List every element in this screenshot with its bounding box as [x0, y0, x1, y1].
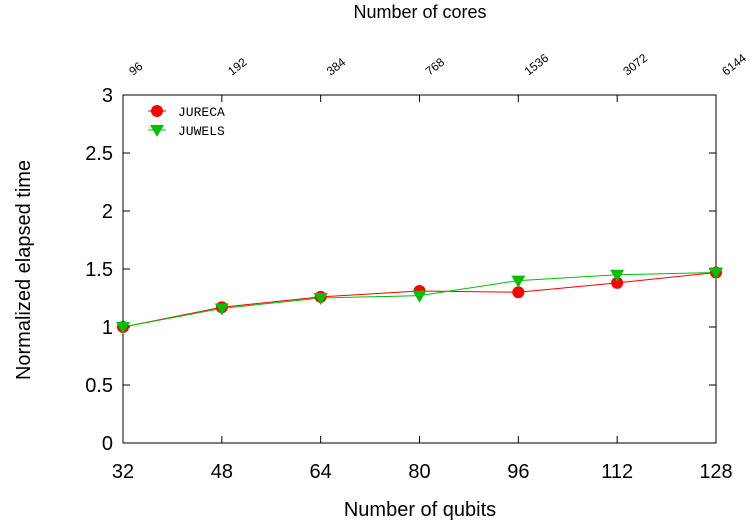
y-tick-label: 0 — [102, 433, 113, 455]
plot-frame — [122, 94, 717, 444]
top-axis-title: Number of cores — [353, 2, 486, 22]
y-tick-label: 2 — [102, 201, 113, 223]
y-axis-title: Normalized elapsed time — [13, 160, 35, 380]
legend-label-jureca: JURECA — [178, 105, 225, 120]
x-tick-label: 32 — [112, 461, 134, 483]
top-tick-label: 384 — [324, 55, 349, 79]
top-tick-label: 6144 — [719, 51, 749, 79]
data-point-jureca — [611, 276, 624, 289]
data-point-juwels — [511, 275, 526, 288]
x-tick-label: 112 — [601, 461, 633, 483]
x-tick-label: 48 — [211, 461, 233, 483]
x-tick-label: 128 — [699, 461, 732, 483]
data-point-jureca — [512, 286, 525, 299]
legend-label-juwels: JUWELS — [178, 124, 225, 139]
y-tick-label: 1.5 — [85, 259, 113, 281]
y-tick-label: 0.5 — [85, 375, 113, 397]
data-point-juwels — [610, 269, 625, 282]
data-point-juwels — [709, 267, 723, 280]
y-tick-label: 2.5 — [85, 143, 113, 165]
x-tick-label: 96 — [507, 461, 529, 483]
data-point-juwels — [214, 303, 229, 316]
top-tick-label: 1536 — [522, 51, 552, 79]
data-point-juwels — [412, 290, 427, 303]
x-axis-title: Number of qubits — [344, 499, 496, 521]
top-tick-label: 768 — [423, 55, 448, 79]
y-tick-label: 3 — [102, 85, 113, 107]
y-tick-label: 1 — [102, 317, 113, 339]
top-tick-label: 96 — [126, 59, 145, 78]
top-tick-label: 192 — [225, 55, 250, 79]
data-point-juwels — [116, 322, 130, 334]
data-point-juwels — [313, 293, 328, 305]
legend-marker-juwels — [150, 125, 164, 137]
legend: JURECA JUWELS — [148, 105, 225, 139]
x-tick-label: 64 — [310, 461, 332, 483]
legend-marker-jureca — [151, 105, 163, 117]
x-tick-label: 80 — [408, 461, 430, 483]
top-tick-label: 3072 — [620, 51, 650, 79]
